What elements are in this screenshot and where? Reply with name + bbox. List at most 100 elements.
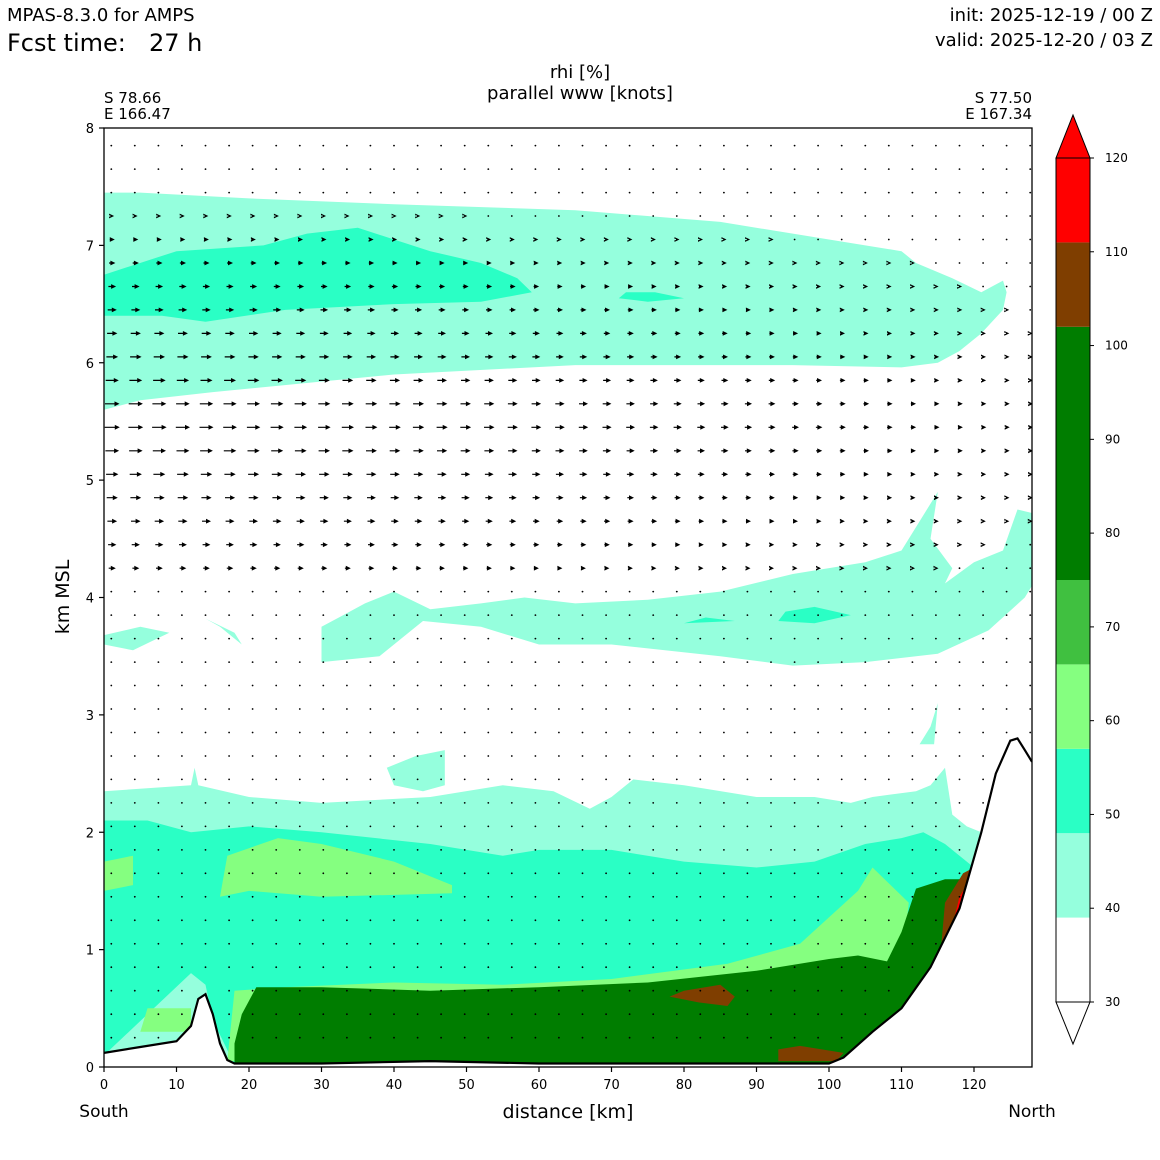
wind-vector xyxy=(393,144,395,147)
wind-vector xyxy=(817,919,819,922)
wind-vector xyxy=(674,495,681,501)
wind-vector xyxy=(650,495,658,501)
wind-vector xyxy=(887,942,890,945)
wind-vector xyxy=(723,989,725,992)
wind-vector xyxy=(413,378,424,383)
wind-vector xyxy=(181,708,183,710)
wind-vector xyxy=(793,168,796,171)
wind-vector xyxy=(533,237,539,242)
wind-vector xyxy=(628,661,631,663)
wind-vector xyxy=(863,495,869,501)
colorbar-band xyxy=(1056,242,1090,327)
wind-vector xyxy=(204,919,207,922)
wind-vector xyxy=(369,614,372,616)
x-tick-label: 100 xyxy=(817,1078,842,1093)
wind-vector xyxy=(579,471,588,477)
wind-vector xyxy=(840,1013,843,1016)
wind-vector xyxy=(487,802,490,804)
wind-vector xyxy=(651,331,658,336)
wind-vector xyxy=(746,1013,749,1016)
wind-vector xyxy=(555,424,565,430)
wind-vector xyxy=(275,708,278,710)
wind-vector xyxy=(484,401,495,407)
wind-vector xyxy=(298,168,301,171)
wind-vector xyxy=(746,872,749,875)
wind-vector xyxy=(110,989,113,992)
wind-vector xyxy=(224,354,236,360)
wind-vector xyxy=(770,919,772,922)
wind-vector xyxy=(486,542,493,548)
wind-vector xyxy=(391,307,399,313)
wind-vector xyxy=(461,354,470,360)
wind-vector xyxy=(605,215,607,217)
wind-vector xyxy=(1029,238,1032,241)
wind-vector xyxy=(769,542,775,548)
wind-vector xyxy=(132,260,139,266)
wind-vector xyxy=(628,144,631,147)
y-tick-label: 3 xyxy=(86,709,94,724)
wind-vector xyxy=(934,471,940,477)
wind-vector xyxy=(1004,307,1010,313)
wind-vector xyxy=(343,354,353,360)
wind-vector xyxy=(369,942,372,945)
wind-vector xyxy=(556,354,564,360)
wind-vector xyxy=(604,260,610,266)
wind-vector xyxy=(133,614,136,616)
wind-vector xyxy=(697,471,705,477)
wind-vector xyxy=(980,518,986,524)
wind-vector xyxy=(910,518,916,524)
end-lon: E 167.34 xyxy=(965,105,1032,123)
wind-vector xyxy=(298,637,301,640)
wind-vector xyxy=(320,518,329,524)
wind-vector xyxy=(346,684,348,687)
wind-vector xyxy=(1005,238,1008,241)
wind-vector xyxy=(298,1036,301,1039)
wind-vector xyxy=(817,168,819,171)
wind-vector xyxy=(652,1013,655,1016)
wind-vector xyxy=(863,307,869,313)
wind-vector xyxy=(463,590,466,593)
wind-vector xyxy=(275,684,278,687)
wind-vector xyxy=(863,448,869,454)
wind-vector xyxy=(247,378,260,383)
wind-vector xyxy=(723,802,725,804)
wind-vector xyxy=(224,471,236,477)
wind-vector xyxy=(152,424,167,430)
wind-vector xyxy=(768,260,774,266)
wind-vector xyxy=(839,542,845,548)
wind-vector xyxy=(770,637,772,640)
wind-vector xyxy=(437,471,447,477)
wind-vector xyxy=(228,168,231,171)
wind-vector xyxy=(109,213,115,219)
wind-vector xyxy=(133,849,136,851)
wind-vector xyxy=(675,919,678,922)
wind-vector xyxy=(133,731,136,734)
wind-vector xyxy=(887,802,890,804)
init-time: init: 2025-12-19 / 00 Z xyxy=(949,5,1153,26)
wind-vector xyxy=(652,590,655,593)
wind-vector xyxy=(153,354,165,360)
wind-vector xyxy=(744,401,752,407)
wind-vector xyxy=(508,448,518,454)
wind-vector xyxy=(199,401,214,407)
wind-vector xyxy=(132,284,140,289)
wind-vector xyxy=(346,802,348,804)
wind-vector xyxy=(369,731,372,734)
wind-vector xyxy=(107,331,118,336)
wind-vector xyxy=(958,637,961,640)
wind-vector xyxy=(462,542,469,548)
wind-vector xyxy=(298,872,301,875)
x-tick-label: 80 xyxy=(676,1078,693,1093)
wind-vector xyxy=(864,849,867,851)
wind-vector xyxy=(793,942,796,945)
wind-vector xyxy=(746,966,749,969)
wind-vector xyxy=(651,542,657,548)
wind-vector xyxy=(487,989,490,992)
wind-vector xyxy=(1028,401,1032,407)
wind-vector xyxy=(675,872,678,875)
wind-vector xyxy=(628,168,631,171)
wind-vector xyxy=(322,661,325,663)
wind-vector xyxy=(627,237,633,242)
wind-vector xyxy=(603,354,611,360)
wind-vector xyxy=(110,966,113,969)
